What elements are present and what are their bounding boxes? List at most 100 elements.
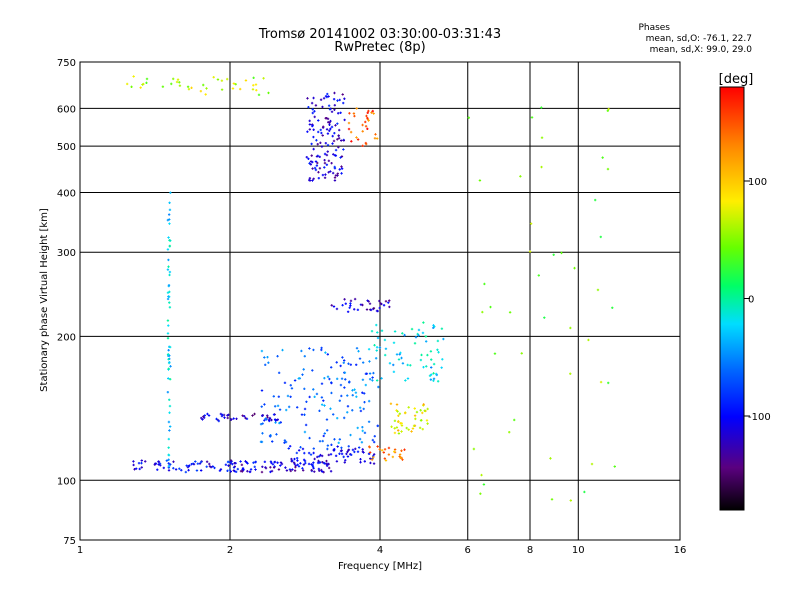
data-point: [356, 138, 360, 141]
data-point: [323, 376, 326, 380]
data-point: [367, 420, 371, 423]
data-point: [262, 77, 265, 80]
data-point: [296, 459, 299, 462]
data-point: [166, 218, 170, 222]
data-point: [413, 414, 417, 417]
data-point: [174, 468, 178, 471]
data-point: [330, 125, 334, 129]
data-point: [404, 379, 407, 382]
data-point: [261, 414, 265, 417]
data-point: [365, 372, 368, 375]
data-point: [370, 329, 374, 333]
data-point: [421, 331, 425, 335]
data-point: [224, 463, 228, 466]
x-tick-label: 8: [527, 545, 533, 556]
data-point: [140, 461, 143, 465]
data-point: [330, 381, 333, 385]
data-point: [322, 97, 326, 100]
data-point: [308, 119, 311, 123]
data-point: [367, 348, 371, 351]
data-point: [362, 407, 365, 411]
data-point: [319, 98, 323, 101]
y-tick-label: 75: [63, 536, 76, 547]
data-point: [346, 411, 349, 414]
data-point: [343, 118, 346, 122]
data-point: [398, 353, 401, 356]
data-point: [199, 89, 203, 93]
data-point: [423, 409, 426, 412]
data-point: [529, 222, 533, 225]
data-point: [415, 410, 419, 414]
data-point: [315, 155, 319, 158]
data-point: [241, 467, 245, 470]
data-point: [436, 348, 439, 351]
data-point: [406, 377, 410, 380]
data-point: [275, 419, 278, 422]
phases-x-stats: mean, sd,X: 99.0, 29.0: [649, 45, 752, 55]
data-point: [205, 87, 208, 90]
data-point: [347, 127, 351, 131]
data-point: [346, 310, 350, 313]
data-point: [253, 412, 256, 416]
data-point: [341, 356, 344, 359]
data-point: [375, 349, 378, 352]
data-point: [336, 112, 340, 115]
data-point: [323, 462, 326, 465]
data-point: [520, 352, 523, 355]
data-point: [260, 440, 264, 444]
data-point: [481, 310, 484, 314]
data-point: [312, 451, 315, 455]
data-point: [358, 437, 362, 441]
data-point: [161, 85, 165, 88]
data-point: [323, 161, 327, 165]
data-point: [301, 467, 304, 470]
data-point: [314, 168, 318, 172]
data-point: [349, 433, 352, 437]
data-point: [611, 306, 614, 310]
data-point: [432, 362, 436, 366]
data-point: [272, 413, 276, 416]
data-point: [276, 461, 279, 464]
data-point: [333, 179, 337, 182]
data-point: [337, 441, 340, 445]
data-point: [328, 108, 332, 111]
data-point: [244, 416, 247, 420]
data-point: [268, 417, 272, 420]
data-point: [255, 89, 258, 92]
data-point: [376, 424, 380, 428]
data-point: [287, 447, 290, 450]
data-point: [540, 136, 544, 139]
data-point: [397, 429, 400, 432]
data-point: [482, 483, 486, 486]
data-point: [320, 382, 324, 385]
data-point: [308, 395, 311, 399]
data-point: [226, 469, 229, 473]
data-point: [359, 409, 363, 413]
data-point: [144, 460, 147, 463]
data-point: [170, 82, 173, 86]
data-point: [552, 253, 555, 256]
data-point: [314, 160, 318, 163]
data-point: [166, 390, 170, 394]
data-point: [167, 377, 170, 380]
data-point: [263, 460, 267, 464]
data-point: [365, 308, 369, 311]
data-point: [311, 463, 314, 467]
data-point: [280, 462, 284, 466]
data-point: [140, 459, 143, 462]
data-point: [344, 302, 347, 305]
data-point: [342, 455, 345, 459]
data-point: [316, 455, 319, 459]
data-point: [320, 348, 323, 352]
data-point: [228, 461, 232, 464]
data-point: [376, 309, 379, 313]
data-point: [260, 349, 264, 353]
data-point: [372, 307, 376, 310]
data-point: [435, 372, 438, 376]
data-point: [322, 434, 325, 438]
data-point: [167, 464, 171, 468]
data-point: [281, 348, 284, 352]
data-point: [319, 453, 322, 457]
data-point: [372, 453, 376, 456]
data-point: [207, 414, 211, 417]
